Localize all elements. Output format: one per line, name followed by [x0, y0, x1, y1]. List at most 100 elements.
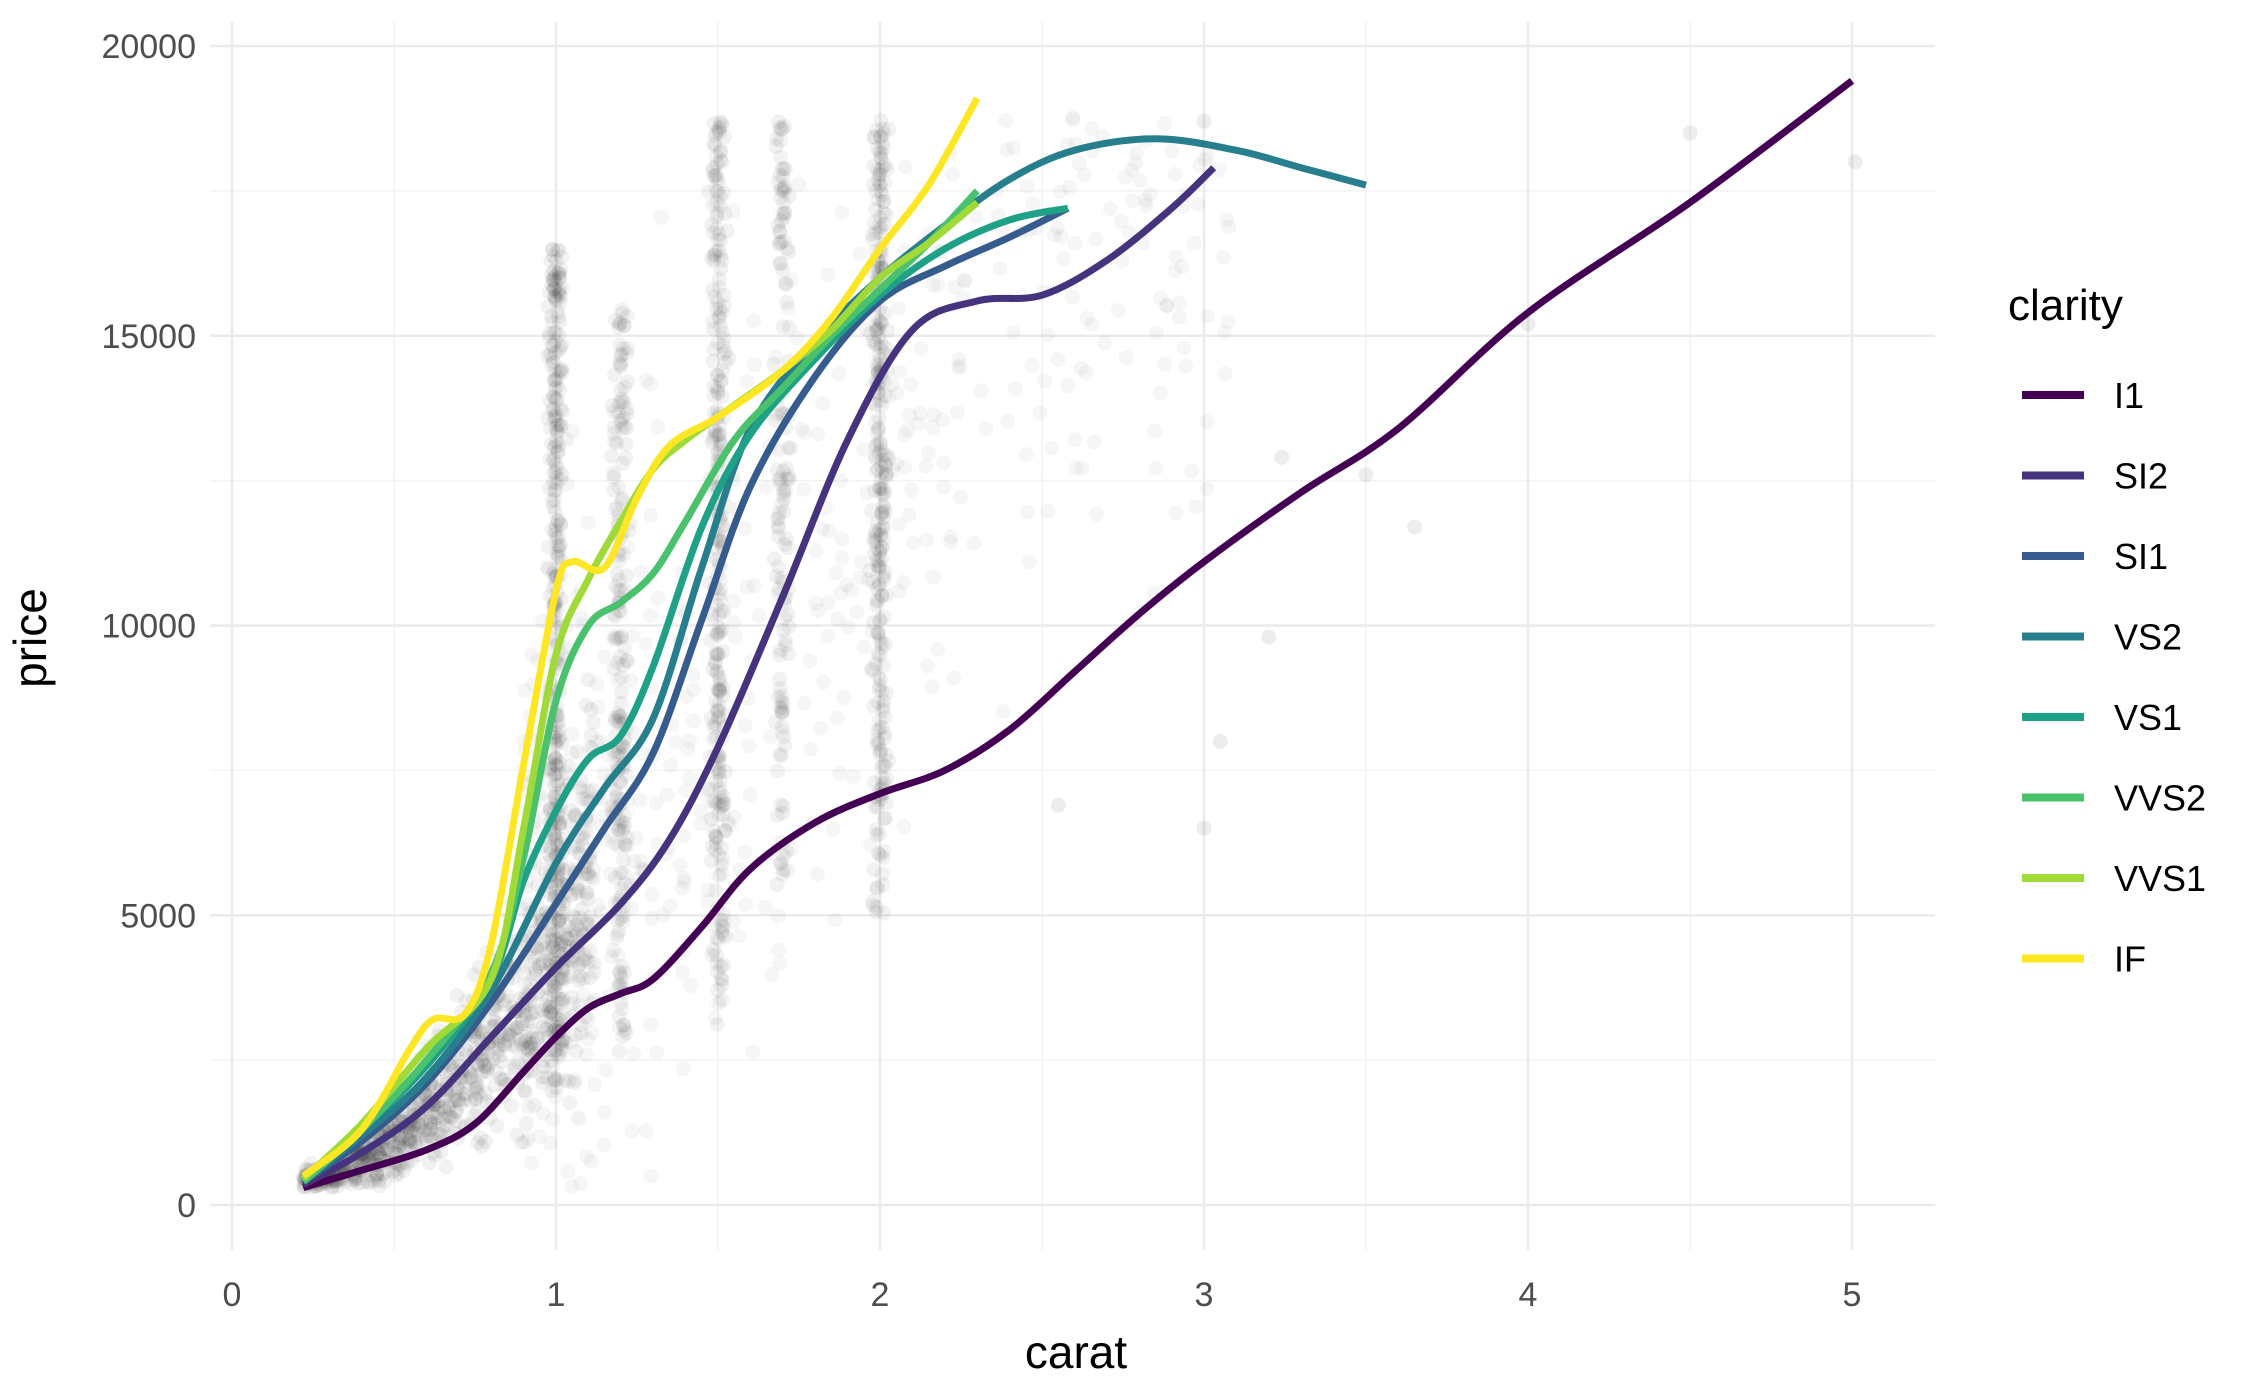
- x-tick-label: 0: [223, 1276, 242, 1314]
- data-point: [537, 1008, 553, 1024]
- data-point: [1177, 340, 1192, 355]
- data-point: [867, 396, 883, 412]
- data-point: [1103, 201, 1118, 216]
- data-point: [614, 346, 630, 362]
- data-point: [710, 982, 726, 998]
- data-point: [654, 210, 669, 225]
- data-point: [552, 269, 568, 285]
- data-point: [550, 445, 566, 460]
- data-point: [375, 1166, 390, 1182]
- data-point: [613, 995, 629, 1011]
- data-point: [875, 641, 890, 656]
- data-point: [1178, 359, 1193, 374]
- data-point: [548, 751, 564, 767]
- data-point: [456, 1079, 472, 1095]
- data-point: [555, 991, 571, 1007]
- data-point: [545, 354, 561, 370]
- data-point: [612, 413, 628, 429]
- data-point: [551, 912, 567, 928]
- data-point: [714, 305, 730, 321]
- data-point: [371, 1144, 387, 1160]
- data-point: [547, 345, 563, 361]
- data-point: [710, 681, 726, 697]
- data-point: [676, 1061, 691, 1076]
- data-point: [549, 392, 565, 408]
- data-point: [864, 662, 880, 678]
- data-point: [545, 939, 561, 955]
- data-point: [1006, 140, 1021, 155]
- data-point: [1196, 113, 1212, 129]
- data-point: [875, 877, 891, 893]
- data-point: [555, 934, 570, 949]
- data-point: [544, 350, 560, 366]
- data-point: [610, 838, 626, 854]
- data-point: [611, 480, 627, 495]
- data-point: [776, 798, 792, 814]
- data-point: [710, 703, 725, 719]
- data-point: [377, 1142, 393, 1157]
- data-point: [546, 921, 561, 937]
- data-point: [710, 428, 726, 444]
- data-point: [437, 1111, 453, 1126]
- data-point: [603, 867, 618, 882]
- data-point: [402, 1125, 418, 1141]
- data-point: [717, 823, 733, 839]
- legend-item-vvs1: VVS1: [2022, 858, 2206, 899]
- data-point: [865, 897, 881, 913]
- data-point: [712, 318, 728, 334]
- data-point: [546, 337, 562, 353]
- data-point: [612, 337, 628, 353]
- data-point: [768, 139, 784, 154]
- data-point: [614, 823, 630, 839]
- data-point: [643, 608, 658, 623]
- data-point: [606, 419, 622, 435]
- data-point: [616, 394, 632, 410]
- data-point: [583, 702, 599, 718]
- data-point: [543, 841, 559, 857]
- data-point: [557, 937, 573, 953]
- data-point: [866, 775, 882, 791]
- data-point: [777, 205, 793, 221]
- data-point: [535, 956, 551, 972]
- data-point: [611, 822, 627, 837]
- data-point: [572, 910, 588, 926]
- data-point: [1157, 116, 1172, 131]
- data-point: [553, 938, 569, 953]
- data-point: [544, 277, 560, 293]
- data-point: [711, 795, 727, 811]
- data-point: [423, 1130, 439, 1146]
- data-point: [597, 1105, 612, 1120]
- data-point: [1097, 335, 1112, 350]
- data-point: [773, 181, 789, 197]
- data-point: [706, 168, 722, 184]
- data-point: [865, 333, 881, 349]
- data-point: [614, 814, 629, 830]
- data-point: [497, 1071, 513, 1087]
- data-point: [878, 466, 894, 482]
- data-point: [614, 628, 630, 644]
- data-point: [943, 534, 958, 549]
- data-point: [447, 1093, 463, 1109]
- data-point: [549, 924, 565, 940]
- data-point: [704, 839, 720, 855]
- data-point: [473, 1088, 488, 1104]
- data-point: [708, 183, 724, 199]
- data-point: [771, 472, 787, 488]
- data-point: [710, 625, 725, 641]
- data-point: [974, 383, 989, 398]
- data-point: [613, 630, 629, 646]
- data-point: [552, 314, 567, 330]
- data-point: [1044, 441, 1059, 456]
- data-point: [552, 295, 568, 311]
- data-point: [797, 696, 812, 711]
- data-point: [550, 987, 566, 1003]
- data-point: [545, 475, 561, 491]
- data-point: [623, 673, 638, 688]
- data-point: [618, 419, 633, 434]
- data-point: [868, 524, 883, 539]
- data-point: [721, 350, 737, 366]
- data-point: [458, 1086, 474, 1102]
- data-point: [607, 710, 623, 726]
- data-point: [644, 1169, 659, 1184]
- data-point: [554, 995, 570, 1011]
